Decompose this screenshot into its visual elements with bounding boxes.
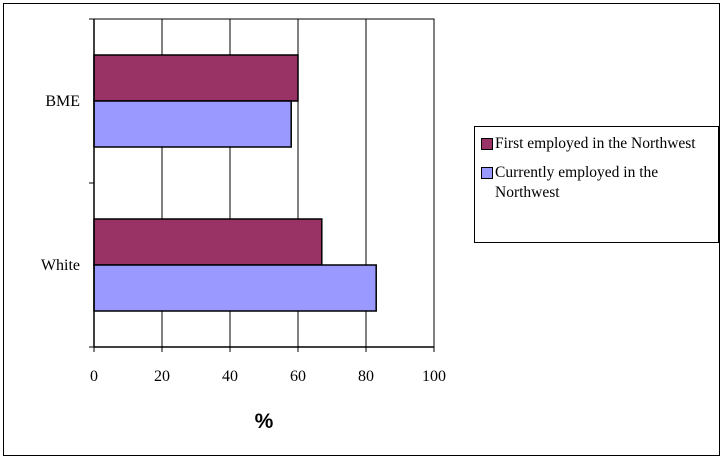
x-tick-label: 80	[358, 368, 374, 385]
y-category-label: White	[41, 257, 80, 274]
legend-swatch-first-employed	[481, 138, 493, 150]
legend: First employed in the Northwest Currentl…	[474, 126, 719, 243]
legend-item-currently-employed: Currently employed in the Northwest	[481, 163, 718, 203]
x-tick-label: 40	[222, 368, 238, 385]
chart-frame	[3, 3, 720, 456]
x-tick-label: 20	[154, 368, 170, 385]
x-tick-label: 100	[422, 368, 446, 385]
legend-swatch-currently-employed	[481, 167, 493, 179]
bar-white-series-1	[93, 218, 323, 266]
legend-label-first-employed: First employed in the Northwest	[495, 135, 696, 152]
bar-bme-series-2	[93, 100, 292, 148]
x-tick-label: 0	[90, 368, 98, 385]
bar-white-series-2	[93, 264, 377, 312]
y-category-label: BME	[45, 93, 80, 110]
x-tick-label: 60	[290, 368, 306, 385]
x-axis-label: %	[255, 410, 274, 433]
legend-label-currently-employed: Currently employed in the Northwest	[495, 164, 659, 201]
legend-item-first-employed: First employed in the Northwest	[481, 134, 718, 154]
bar-bme-series-1	[93, 54, 299, 102]
